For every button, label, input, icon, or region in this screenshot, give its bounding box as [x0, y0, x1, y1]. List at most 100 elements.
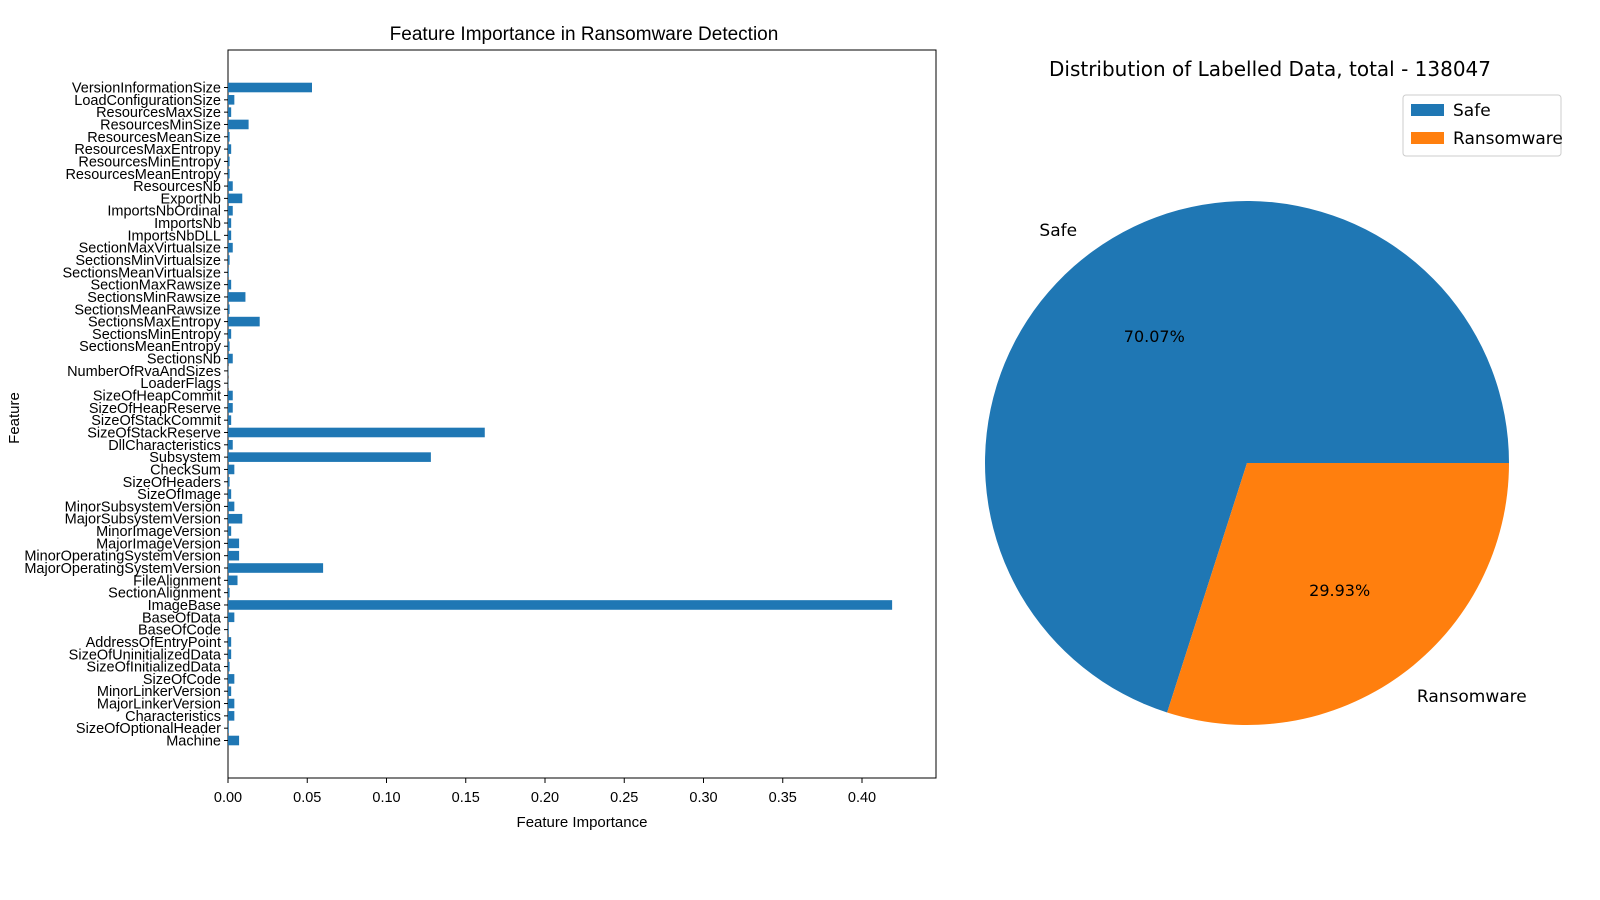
bar-sectionsmeanentropy — [228, 341, 230, 352]
category-label-resourcesmaxentropy: ResourcesMaxEntropy — [74, 142, 221, 158]
bar-majoroperatingsystemversion — [228, 563, 324, 573]
pie-slices — [985, 201, 1509, 726]
bar-versioninformationsize — [228, 82, 312, 93]
bar-resourcesmaxsize — [228, 107, 232, 117]
category-label-sizeofuninitializeddata: SizeOfUninitializedData — [69, 647, 222, 663]
x-tick-label-0: 0.00 — [214, 790, 242, 806]
bar-dllcharacteristics — [228, 440, 233, 450]
category-label-dllcharacteristics: DllCharacteristics — [108, 438, 221, 454]
category-label-subsystem: Subsystem — [149, 450, 221, 466]
category-label-sizeofheaders: SizeOfHeaders — [123, 475, 221, 491]
bar-minorsubsystemversion — [228, 501, 235, 512]
category-label-numberofrvaandsizes: NumberOfRvaAndSizes — [67, 364, 221, 380]
category-label-sectionsminvirtualsize: SectionsMinVirtualsize — [75, 253, 221, 269]
category-label-sizeofinitializeddata: SizeOfInitializedData — [86, 660, 222, 676]
category-label-sizeofheapcommit: SizeOfHeapCommit — [93, 389, 221, 405]
bar-majorsubsystemversion — [228, 513, 243, 524]
bar-sectionmaxrawsize — [228, 279, 232, 290]
bar-sectionsnb — [228, 353, 233, 364]
category-label-sectionmaxvirtualsize: SectionMaxVirtualsize — [79, 241, 221, 257]
bar-sizeofstackcommit — [228, 415, 232, 425]
category-label-sizeofcode: SizeOfCode — [143, 672, 221, 688]
bar-sectionsmaxentropy — [228, 316, 260, 327]
x-tick-label-1: 0.05 — [293, 790, 321, 806]
category-label-minorlinkerversion: MinorLinkerVersion — [97, 684, 221, 700]
category-label-minorsubsystemversion: MinorSubsystemVersion — [65, 499, 221, 515]
bar-minorimageversion — [228, 526, 232, 536]
bar-baseofcode — [228, 624, 229, 635]
bar-filealignment — [228, 575, 238, 586]
category-label-resourcesmeanentropy: ResourcesMeanEntropy — [65, 167, 221, 183]
bar-sectionalignment — [228, 587, 230, 598]
bar-sizeofstackreserve — [228, 427, 485, 438]
category-label-minoroperatingsystemversion: MinorOperatingSystemVersion — [24, 549, 221, 565]
legend-swatch-safe — [1411, 104, 1444, 116]
label-distribution-chart: Distribution of Labelled Data, total - 1… — [985, 57, 1563, 726]
category-label-checksum: CheckSum — [150, 462, 221, 478]
category-label-resourcesminsize: ResourcesMinSize — [100, 117, 221, 133]
bar-sectionsminrawsize — [228, 292, 246, 302]
category-label-majoroperatingsystemversion: MajorOperatingSystemVersion — [24, 561, 221, 577]
category-label-sectionsmeanrawsize: SectionsMeanRawsize — [74, 302, 221, 318]
x-tick-label-3: 0.15 — [452, 790, 480, 806]
category-label-imagebase: ImageBase — [148, 598, 221, 614]
bar-resourcesnb — [228, 181, 233, 191]
bar-resourcesmeanentropy — [228, 168, 230, 179]
bar-loadconfigurationsize — [228, 95, 235, 105]
category-label-sectionsmeanentropy: SectionsMeanEntropy — [79, 339, 222, 355]
category-label-importsnbdll: ImportsNbDLL — [128, 228, 221, 244]
category-label-importsnbordinal: ImportsNbOrdinal — [107, 204, 221, 220]
bar-sizeofinitializeddata — [228, 661, 230, 672]
category-label-sectionsminentropy: SectionsMinEntropy — [92, 327, 222, 343]
category-label-majorimageversion: MajorImageVersion — [96, 536, 221, 552]
category-label-minorimageversion: MinorImageVersion — [96, 524, 221, 540]
category-label-versioninformationsize: VersionInformationSize — [72, 81, 221, 97]
category-label-sizeofoptionalheader: SizeOfOptionalHeader — [76, 721, 221, 737]
category-label-majorsubsystemversion: MajorSubsystemVersion — [65, 512, 221, 528]
category-label-sizeofimage: SizeOfImage — [137, 487, 221, 503]
bar-minorlinkerversion — [228, 686, 232, 697]
pie-category-label-safe: Safe — [1039, 221, 1077, 241]
bar-majorimageversion — [228, 538, 240, 549]
category-label-addressofentrypoint: AddressOfEntryPoint — [86, 635, 221, 651]
bar-sectionsmeanvirtualsize — [228, 267, 229, 278]
bar-machine — [228, 735, 240, 746]
x-tick-label-2: 0.10 — [372, 790, 400, 806]
bar-x-axis-label: Feature Importance — [517, 814, 648, 831]
bar-minoroperatingsystemversion — [228, 550, 240, 561]
bar-sizeofheaders — [228, 476, 230, 487]
bar-baseofdata — [228, 612, 235, 623]
x-tick-label-7: 0.35 — [769, 790, 797, 806]
bar-resourcesmaxentropy — [228, 144, 232, 154]
bar-sizeofuninitializeddata — [228, 649, 232, 660]
category-label-loaderflags: LoaderFlags — [140, 376, 221, 392]
bar-subsystem — [228, 452, 431, 462]
category-label-sizeofheapreserve: SizeOfHeapReserve — [89, 401, 221, 417]
x-tick-label-6: 0.30 — [689, 790, 717, 806]
bar-exportnb — [228, 193, 243, 204]
category-label-sectionmaxrawsize: SectionMaxRawsize — [90, 278, 221, 294]
bar-sizeofheapcommit — [228, 390, 233, 401]
category-label-baseofdata: BaseOfData — [142, 610, 222, 626]
pie-slice-ransomware — [1167, 463, 1509, 726]
category-label-characteristics: Characteristics — [125, 709, 221, 725]
category-label-resourcesminentropy: ResourcesMinEntropy — [78, 154, 221, 170]
bar-importsnbordinal — [228, 205, 233, 216]
bar-addressofentrypoint — [228, 637, 232, 647]
bar-characteristics — [228, 711, 235, 721]
category-label-exportnb: ExportNb — [161, 191, 221, 207]
bar-sizeofoptionalheader — [228, 723, 229, 733]
bar-chart-title: Feature Importance in Ransomware Detecti… — [390, 24, 779, 45]
category-label-resourcesnb: ResourcesNb — [133, 179, 221, 195]
category-label-importsnb: ImportsNb — [154, 216, 221, 232]
category-label-resourcesmaxsize: ResourcesMaxSize — [96, 105, 221, 121]
bar-sizeofimage — [228, 489, 232, 499]
legend-swatch-ransomware — [1411, 132, 1444, 144]
bar-imagebase — [228, 600, 893, 610]
pie-pct-label-ransomware: 29.93% — [1309, 581, 1370, 600]
category-label-filealignment: FileAlignment — [133, 573, 221, 589]
pie-labels: 70.07% Safe 29.93% Ransomware — [1039, 221, 1526, 707]
category-label-baseofcode: BaseOfCode — [138, 623, 221, 639]
bar-sectionsminentropy — [228, 329, 232, 339]
